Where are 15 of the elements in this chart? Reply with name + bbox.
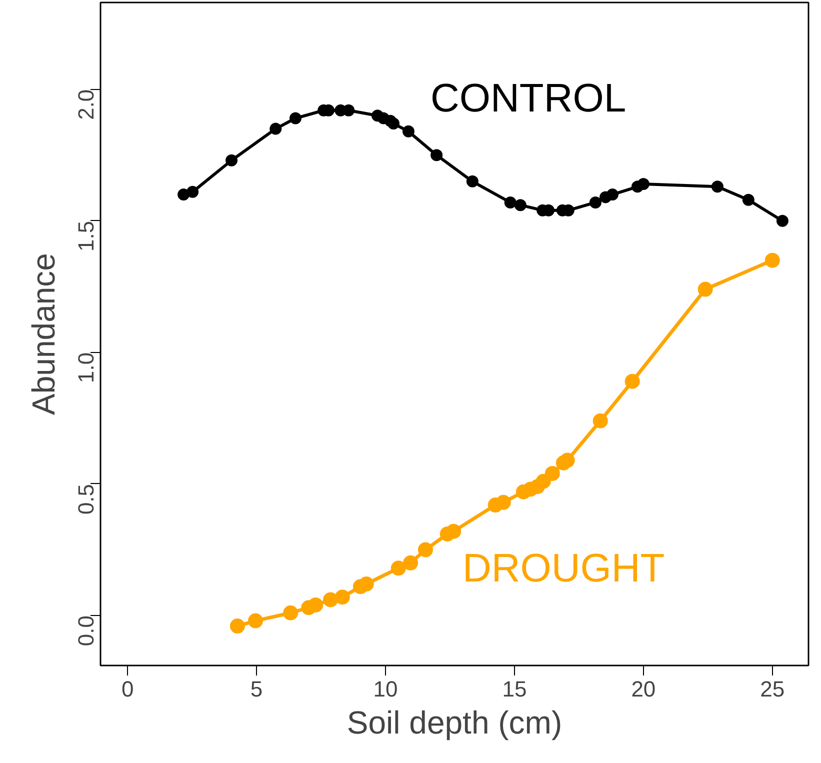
- x-tick-label: 20: [631, 676, 656, 702]
- x-tick-label: 10: [373, 676, 398, 702]
- x-tick-label: 0: [121, 676, 134, 702]
- y-tick-label: 1.0: [74, 352, 98, 383]
- series-label: CONTROL: [430, 76, 626, 120]
- y-tick-label: 0.5: [74, 484, 98, 515]
- x-tick-label: 5: [250, 676, 263, 702]
- x-tick-label: 25: [760, 676, 785, 702]
- y-tick-label: 0.0: [74, 616, 98, 646]
- x-tick-label: 15: [502, 676, 527, 702]
- x-axis-title: Soil depth (cm): [346, 704, 562, 740]
- y-tick-label: 2.0: [74, 89, 98, 120]
- series-label: DROUGHT: [462, 546, 665, 590]
- y-tick-label: 1.5: [74, 220, 98, 252]
- y-axis-title: Abundance: [26, 253, 62, 415]
